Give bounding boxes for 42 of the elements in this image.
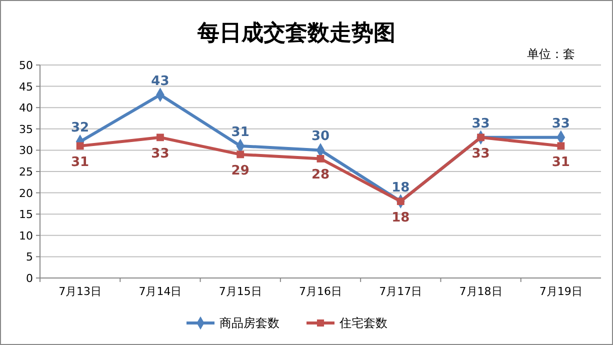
data-label: 30 — [311, 129, 330, 144]
data-label: 18 — [392, 210, 410, 226]
data-label: 31 — [552, 154, 570, 170]
x-tick-label: 7月14日 — [138, 285, 182, 298]
data-label: 32 — [71, 120, 90, 136]
point — [76, 142, 84, 150]
y-tick-label: 35 — [19, 122, 33, 136]
y-tick-label: 10 — [19, 229, 33, 242]
text: 单位：套 — [527, 47, 575, 61]
y-tick-label: 50 — [19, 59, 33, 72]
data-label: 28 — [311, 168, 330, 183]
y-tick-label: 20 — [19, 186, 33, 200]
data-label: 18 — [392, 180, 410, 196]
x-tick-label: 7月18日 — [459, 285, 502, 298]
y-tick-label: 15 — [19, 208, 33, 222]
y-tick-label: 25 — [19, 166, 33, 178]
y-tick-label: 40 — [19, 102, 33, 115]
legend-label: 商品房套数 — [220, 316, 280, 330]
y-tick-label: 45 — [19, 80, 33, 94]
point — [477, 134, 484, 142]
data-label: 31 — [231, 124, 250, 140]
x-tick-label: 7月19日 — [539, 285, 582, 298]
x-tick-label: 7月16日 — [299, 285, 342, 298]
x-tick-label: 7月15日 — [218, 285, 262, 298]
point — [557, 142, 565, 150]
data-label: 31 — [71, 154, 90, 170]
data-label: 33 — [472, 146, 490, 162]
point — [236, 150, 244, 158]
chart-title: 每日成交套数走势图 — [196, 20, 396, 46]
data-label: 29 — [231, 163, 250, 178]
y-tick-label: 0 — [26, 272, 33, 285]
y-tick-label: 5 — [26, 250, 33, 264]
x-tick-label: 7月13日 — [58, 285, 102, 298]
point — [156, 134, 164, 142]
y-tick-label: 30 — [19, 144, 33, 158]
data-label: 43 — [151, 74, 170, 89]
data-label: 33 — [472, 116, 490, 132]
data-label: 33 — [151, 146, 170, 162]
point — [316, 155, 324, 162]
x-tick-label: 7月17日 — [379, 285, 422, 298]
data-label: 33 — [552, 116, 570, 132]
legend-label: 住宅套数 — [338, 316, 388, 330]
